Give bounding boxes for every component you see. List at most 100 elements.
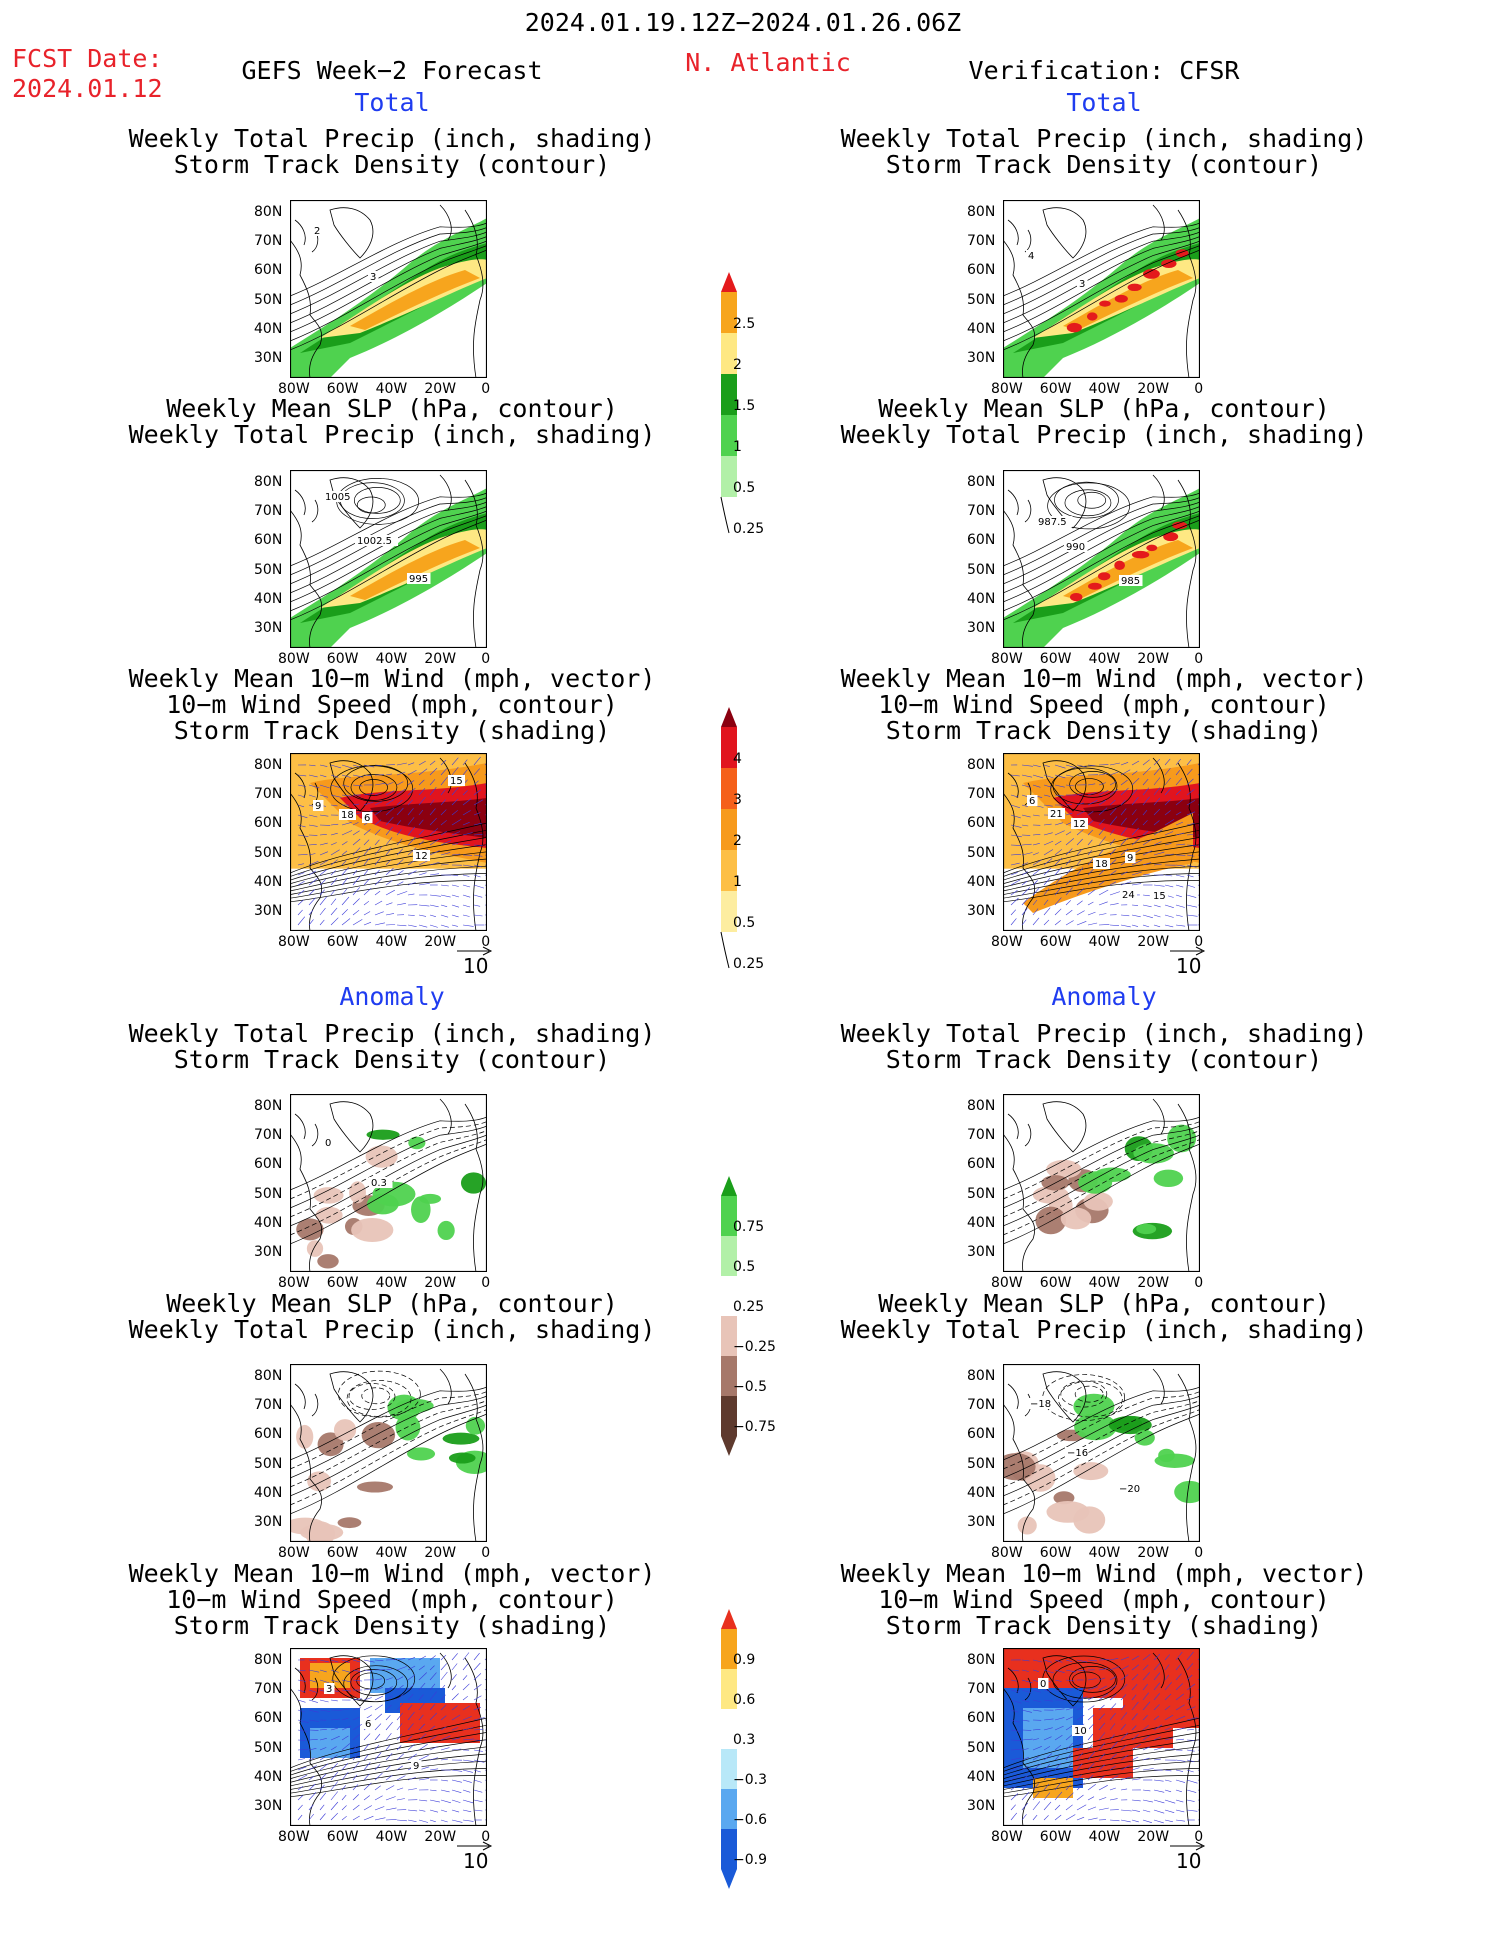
lat-tick-label: 40N — [254, 322, 282, 336]
track-anom-cell — [400, 1703, 480, 1743]
forecast-title: GEFS Week−2 Forecast — [241, 58, 542, 84]
lat-tick-label: 80N — [967, 1099, 995, 1113]
lon-tick-label: 20W — [1137, 1830, 1169, 1844]
lon-tick-label: 20W — [1137, 1546, 1169, 1560]
lat-tick-label: 30N — [967, 904, 995, 918]
precip-anom-positive — [1136, 1224, 1156, 1234]
panel-title-line: Weekly Mean 10−m Wind (mph, vector) — [129, 1561, 656, 1587]
colorbar-label: 0.75 — [733, 1220, 764, 1234]
lon-tick-label: 60W — [1040, 652, 1072, 666]
forecast-map-wind-anomaly: 3 6 9 — [290, 1648, 487, 1826]
precip-anom-negative — [1073, 1462, 1108, 1480]
lat-tick-label: 80N — [967, 758, 995, 772]
lon-tick-label: 40W — [376, 1546, 408, 1560]
precip-shade-red — [1114, 561, 1125, 570]
vector-reference-label: 10 — [463, 1851, 488, 1871]
contour-label: 3 — [370, 272, 376, 283]
lon-tick-label: 20W — [424, 652, 456, 666]
lat-tick-label: 40N — [967, 875, 995, 889]
lon-tick-label: 20W — [1137, 652, 1169, 666]
contour-label: 3 — [326, 1684, 332, 1695]
colorbar-label: 1.5 — [733, 399, 755, 413]
contour-label: 12 — [1073, 819, 1086, 830]
lon-tick-label: 80W — [991, 652, 1023, 666]
panel-title-line: Weekly Mean SLP (hPa, contour) — [878, 396, 1330, 422]
lon-tick-label: 0 — [481, 382, 490, 396]
precip-anom-negative — [1083, 1192, 1112, 1211]
precip-anom-positive — [1133, 1143, 1174, 1163]
lat-tick-label: 80N — [254, 1099, 282, 1113]
lat-tick-label: 70N — [967, 504, 995, 518]
lon-tick-label: 60W — [327, 382, 359, 396]
verification-title: Verification: CFSR — [969, 58, 1240, 84]
lon-tick-label: 0 — [1194, 382, 1203, 396]
colorbar-label: −0.5 — [733, 1380, 767, 1394]
lon-tick-label: 60W — [1040, 935, 1072, 949]
panel-title-line: Weekly Mean 10−m Wind (mph, vector) — [129, 666, 656, 692]
contour-label: 987.5 — [1038, 517, 1067, 528]
lon-tick-label: 80W — [991, 1276, 1023, 1290]
lon-tick-label: 60W — [1040, 1276, 1072, 1290]
colorbar-label: 0.25 — [733, 522, 764, 536]
colorbar-label: −0.9 — [733, 1853, 767, 1867]
lat-tick-label: 30N — [254, 621, 282, 635]
lon-tick-label: 40W — [376, 652, 408, 666]
lat-tick-label: 40N — [254, 875, 282, 889]
panel-title-line: Storm Track Density (shading) — [174, 718, 611, 744]
precip-shade-red — [1099, 301, 1111, 307]
lon-tick-label: 60W — [327, 1546, 359, 1560]
lon-tick-label: 60W — [1040, 1546, 1072, 1560]
lat-tick-label: 50N — [967, 563, 995, 577]
lat-tick-label: 70N — [967, 1398, 995, 1412]
section-anomaly-forecast: Anomaly — [339, 984, 444, 1010]
precip-shade-red — [1070, 593, 1082, 601]
lon-tick-label: 40W — [1089, 382, 1121, 396]
colorbar-label: −0.6 — [733, 1813, 767, 1827]
lat-tick-label: 80N — [967, 205, 995, 219]
contour-label: 0 — [325, 1138, 331, 1149]
fcst-date-label: FCST Date: — [12, 46, 163, 72]
lon-tick-label: 60W — [327, 652, 359, 666]
date-range-title: 2024.01.19.12Z−2024.01.26.06Z — [525, 10, 962, 36]
lon-tick-label: 40W — [1089, 1276, 1121, 1290]
lat-tick-label: 70N — [967, 234, 995, 248]
contour-label: 6 — [365, 1719, 371, 1730]
precip-anom-negative — [338, 1517, 362, 1528]
colorbar-bottom-tail — [721, 497, 729, 533]
precip-shade-red — [1128, 284, 1142, 291]
section-total-verification: Total — [1066, 90, 1141, 116]
lon-tick-label: 0 — [1194, 1546, 1203, 1560]
lat-tick-label: 50N — [254, 293, 282, 307]
precip-anom-negative — [317, 1254, 338, 1268]
lon-tick-label: 60W — [327, 935, 359, 949]
colorbar-top-arrow — [721, 272, 737, 292]
contour-label: 990 — [1066, 542, 1085, 553]
lat-tick-label: 30N — [967, 1515, 995, 1529]
contour-label: 9 — [413, 1761, 419, 1772]
lon-tick-label: 60W — [327, 1276, 359, 1290]
lon-tick-label: 40W — [1089, 1546, 1121, 1560]
contour-label: 1005 — [325, 492, 350, 503]
colorbar-label: −0.25 — [733, 1340, 776, 1354]
colorbar-label: 0.5 — [733, 481, 755, 495]
colorbar-top-arrow — [721, 1609, 737, 1629]
verification-map-slp-anomaly: −18−16−20 — [1003, 1364, 1200, 1542]
contour-label: −16 — [1067, 1448, 1088, 1459]
contour-label: −20 — [1119, 1484, 1140, 1495]
lat-tick-label: 60N — [967, 1427, 995, 1441]
precip-anom-positive — [449, 1453, 476, 1464]
lat-tick-label: 80N — [254, 205, 282, 219]
lat-tick-label: 80N — [967, 475, 995, 489]
colorbar-label: 0.5 — [733, 916, 755, 930]
panel-title-line: Storm Track Density (contour) — [886, 152, 1323, 178]
colorbar-label: 0.25 — [733, 957, 764, 971]
lon-tick-label: 20W — [424, 382, 456, 396]
lat-tick-label: 30N — [967, 351, 995, 365]
lat-tick-label: 40N — [254, 592, 282, 606]
contour-label: 9 — [1127, 853, 1133, 864]
panel-title-line: Weekly Mean SLP (hPa, contour) — [878, 1291, 1330, 1317]
lon-tick-label: 20W — [424, 935, 456, 949]
colorbar-label: 3 — [733, 793, 742, 807]
colorbar-bottom-arrow — [721, 1869, 737, 1889]
